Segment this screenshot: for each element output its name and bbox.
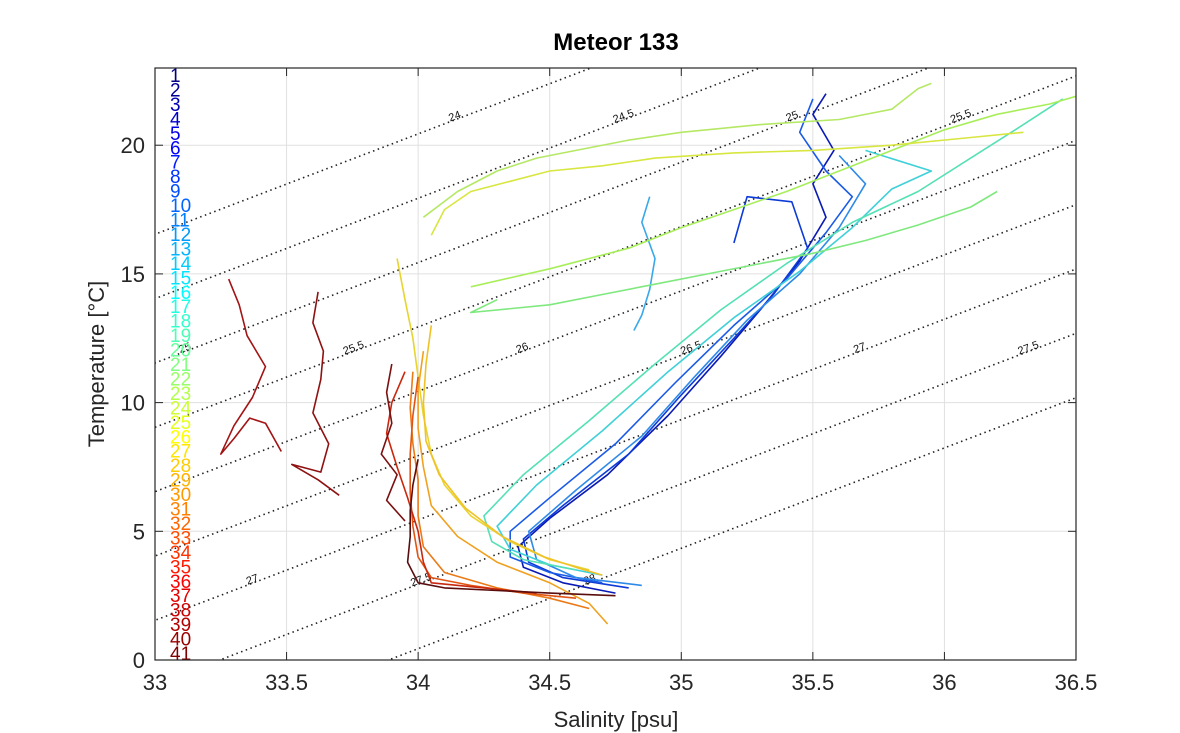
station-label: 26 bbox=[170, 427, 191, 448]
station-label: 10 bbox=[170, 196, 191, 217]
plot-area bbox=[155, 68, 1076, 660]
station-label: 16 bbox=[170, 283, 191, 304]
station-label: 24 bbox=[170, 398, 192, 419]
profile-line bbox=[430, 131, 1024, 236]
station-label: 39 bbox=[170, 615, 191, 636]
station-label: 2 bbox=[170, 80, 181, 101]
x-tick-label: 35 bbox=[669, 670, 693, 695]
x-tick-label: 36 bbox=[932, 670, 956, 695]
isopycnal-label: 27 bbox=[245, 572, 261, 587]
profile-line bbox=[385, 371, 537, 594]
profile-series bbox=[220, 82, 1076, 625]
station-label: 14 bbox=[170, 254, 192, 275]
station-label: 35 bbox=[170, 557, 191, 578]
station-label: 33 bbox=[170, 528, 191, 549]
axes-box bbox=[154, 67, 1077, 661]
station-label: 32 bbox=[170, 514, 191, 535]
isopycnal-label: 26 bbox=[515, 341, 531, 356]
station-label: 6 bbox=[170, 138, 181, 159]
station-label: 8 bbox=[170, 167, 181, 188]
station-label: 22 bbox=[170, 369, 191, 390]
station-label: 31 bbox=[170, 500, 191, 521]
station-label: 17 bbox=[170, 297, 191, 318]
profile-line bbox=[496, 149, 933, 576]
station-label: 29 bbox=[170, 471, 191, 492]
profile-line bbox=[517, 93, 835, 594]
y-tick-label: 10 bbox=[121, 391, 145, 416]
isopycnal-line bbox=[155, 268, 1076, 622]
profile-line bbox=[290, 291, 340, 496]
profile-line bbox=[483, 98, 1064, 571]
station-label: 20 bbox=[170, 341, 191, 362]
profile-line bbox=[633, 196, 656, 331]
profile-line bbox=[522, 195, 809, 589]
station-label: 38 bbox=[170, 601, 191, 622]
station-label: 7 bbox=[170, 153, 181, 174]
profile-line bbox=[470, 95, 1076, 288]
station-label: 13 bbox=[170, 239, 191, 260]
y-tick-label: 20 bbox=[121, 133, 145, 158]
x-tick-label: 35.5 bbox=[791, 670, 834, 695]
isopycnal-label: 25 bbox=[784, 109, 800, 124]
station-label: 4 bbox=[170, 109, 181, 130]
isopycnal-label: 27 bbox=[852, 341, 868, 356]
station-label: 36 bbox=[170, 572, 191, 593]
chart-title: Meteor 133 bbox=[553, 29, 678, 56]
profile-line bbox=[469, 190, 998, 314]
station-label: 30 bbox=[170, 485, 191, 506]
station-label: 37 bbox=[170, 586, 191, 607]
station-label: 9 bbox=[170, 182, 181, 203]
station-label: 27 bbox=[170, 442, 191, 463]
profile-line bbox=[220, 278, 282, 455]
station-label: 5 bbox=[170, 124, 181, 145]
station-label: 3 bbox=[170, 95, 181, 116]
y-axis-label: Temperature [°C] bbox=[84, 281, 109, 448]
station-label: 15 bbox=[170, 268, 191, 289]
station-label: 18 bbox=[170, 312, 191, 333]
y-tick-label: 0 bbox=[133, 648, 145, 673]
y-tick-label: 15 bbox=[121, 262, 145, 287]
isopycnal-line bbox=[386, 396, 1076, 660]
station-label: 34 bbox=[170, 543, 192, 564]
station-label: 28 bbox=[170, 456, 191, 477]
x-axis-label: Salinity [psu] bbox=[554, 707, 679, 732]
station-label: 25 bbox=[170, 413, 191, 434]
x-tick-label: 34 bbox=[406, 670, 430, 695]
y-tick-label: 5 bbox=[133, 519, 145, 544]
profile-line bbox=[422, 82, 932, 218]
station-label: 19 bbox=[170, 326, 191, 347]
station-label: 12 bbox=[170, 225, 191, 246]
profile-line bbox=[380, 363, 406, 522]
station-label: 41 bbox=[170, 644, 191, 665]
plot-background bbox=[155, 68, 1076, 660]
profile-line bbox=[406, 459, 616, 597]
x-tick-label: 33 bbox=[143, 670, 167, 695]
station-label: 21 bbox=[170, 355, 191, 376]
x-tick-label: 33.5 bbox=[265, 670, 308, 695]
isopycnal-label: 24 bbox=[447, 109, 463, 124]
station-label: 1 bbox=[170, 66, 181, 87]
station-label: 23 bbox=[170, 384, 191, 405]
station-label: 40 bbox=[170, 630, 191, 651]
station-label: 11 bbox=[170, 211, 190, 232]
x-tick-label: 34.5 bbox=[528, 670, 571, 695]
station-labels: 1234567891011121314151617181920212223242… bbox=[170, 66, 192, 665]
isopycnal-label: 25 bbox=[177, 341, 193, 356]
x-tick-label: 36.5 bbox=[1055, 670, 1098, 695]
profile-line bbox=[422, 325, 603, 576]
